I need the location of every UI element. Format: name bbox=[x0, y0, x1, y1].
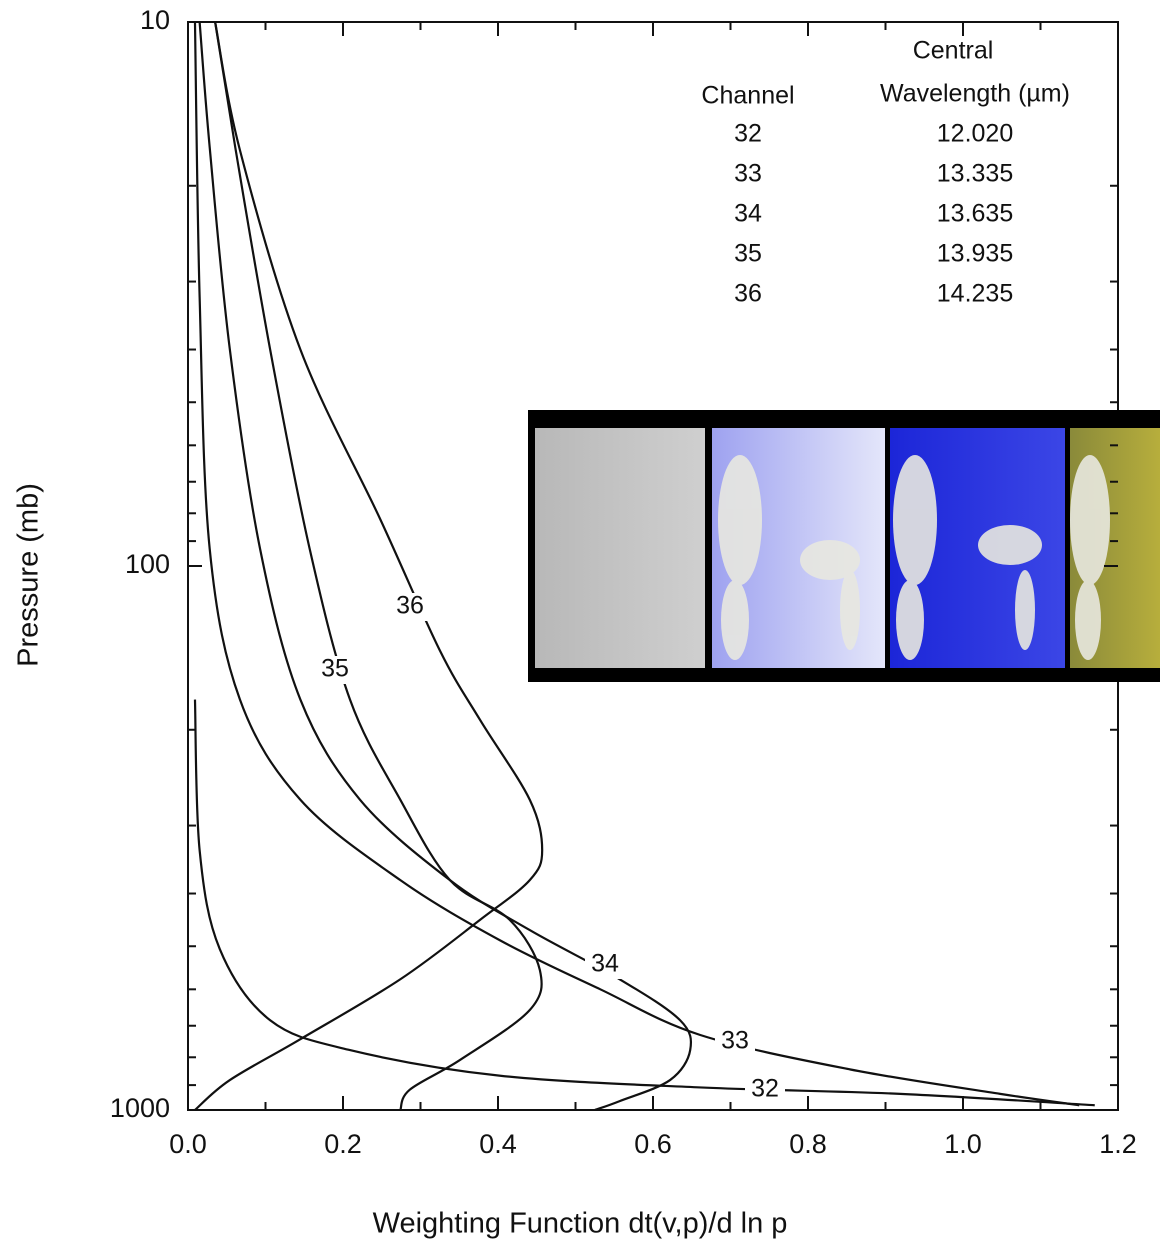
table-cell: 34 bbox=[734, 200, 762, 228]
x-tick-label: 1.0 bbox=[944, 1129, 982, 1159]
curve bbox=[198, 21, 693, 1112]
x-axis-label: Weighting Function dt(v,p)/d ln p bbox=[373, 1208, 788, 1240]
x-tick-label: 0.4 bbox=[479, 1129, 517, 1159]
table-cell: 13.335 bbox=[937, 160, 1013, 188]
curve-label: 32 bbox=[751, 1075, 779, 1103]
curve-label: 35 bbox=[321, 655, 349, 683]
legend-table: Central Channel Wavelength (µm) 32 12.020… bbox=[701, 37, 1070, 308]
y-tick-label: 1000 bbox=[110, 1093, 170, 1123]
x-tick-label: 0.6 bbox=[634, 1129, 672, 1159]
curve-label: 34 bbox=[591, 950, 619, 978]
table-header: Wavelength (µm) bbox=[880, 80, 1070, 108]
curve bbox=[214, 21, 543, 1111]
curve-label-bg bbox=[585, 951, 625, 979]
curve-label: 33 bbox=[721, 1027, 749, 1055]
table-cell: 32 bbox=[734, 120, 762, 148]
y-tick-label: 10 bbox=[140, 5, 170, 35]
y-tick-label: 100 bbox=[125, 549, 170, 579]
x-tick-label: 0.2 bbox=[324, 1129, 362, 1159]
table-header: Channel bbox=[701, 82, 794, 110]
x-tick-label: 0.8 bbox=[789, 1129, 827, 1159]
y-axis-label: Pressure (mb) bbox=[13, 483, 45, 667]
table-cell: 14.235 bbox=[937, 280, 1013, 308]
curve-label-bg bbox=[745, 1076, 785, 1104]
table-cell: 33 bbox=[734, 160, 762, 188]
x-tick-label: 1.2 bbox=[1099, 1129, 1137, 1159]
curve-label-bg bbox=[315, 656, 355, 684]
curve-label-bg bbox=[390, 593, 430, 621]
curve bbox=[194, 21, 544, 1111]
curve-label: 36 bbox=[396, 592, 424, 620]
x-tick-label: 0.0 bbox=[169, 1129, 207, 1159]
satellite-image-strip bbox=[528, 410, 1160, 682]
curve bbox=[193, 21, 1080, 1107]
table-cell: 12.020 bbox=[937, 120, 1013, 148]
table-header: Central bbox=[913, 37, 994, 65]
table-cell: 36 bbox=[734, 280, 762, 308]
table-cell: 13.935 bbox=[937, 240, 1013, 268]
curve-label-bg bbox=[715, 1028, 755, 1056]
table-cell: 35 bbox=[734, 240, 762, 268]
curve bbox=[193, 699, 1095, 1107]
table-cell: 13.635 bbox=[937, 200, 1013, 228]
